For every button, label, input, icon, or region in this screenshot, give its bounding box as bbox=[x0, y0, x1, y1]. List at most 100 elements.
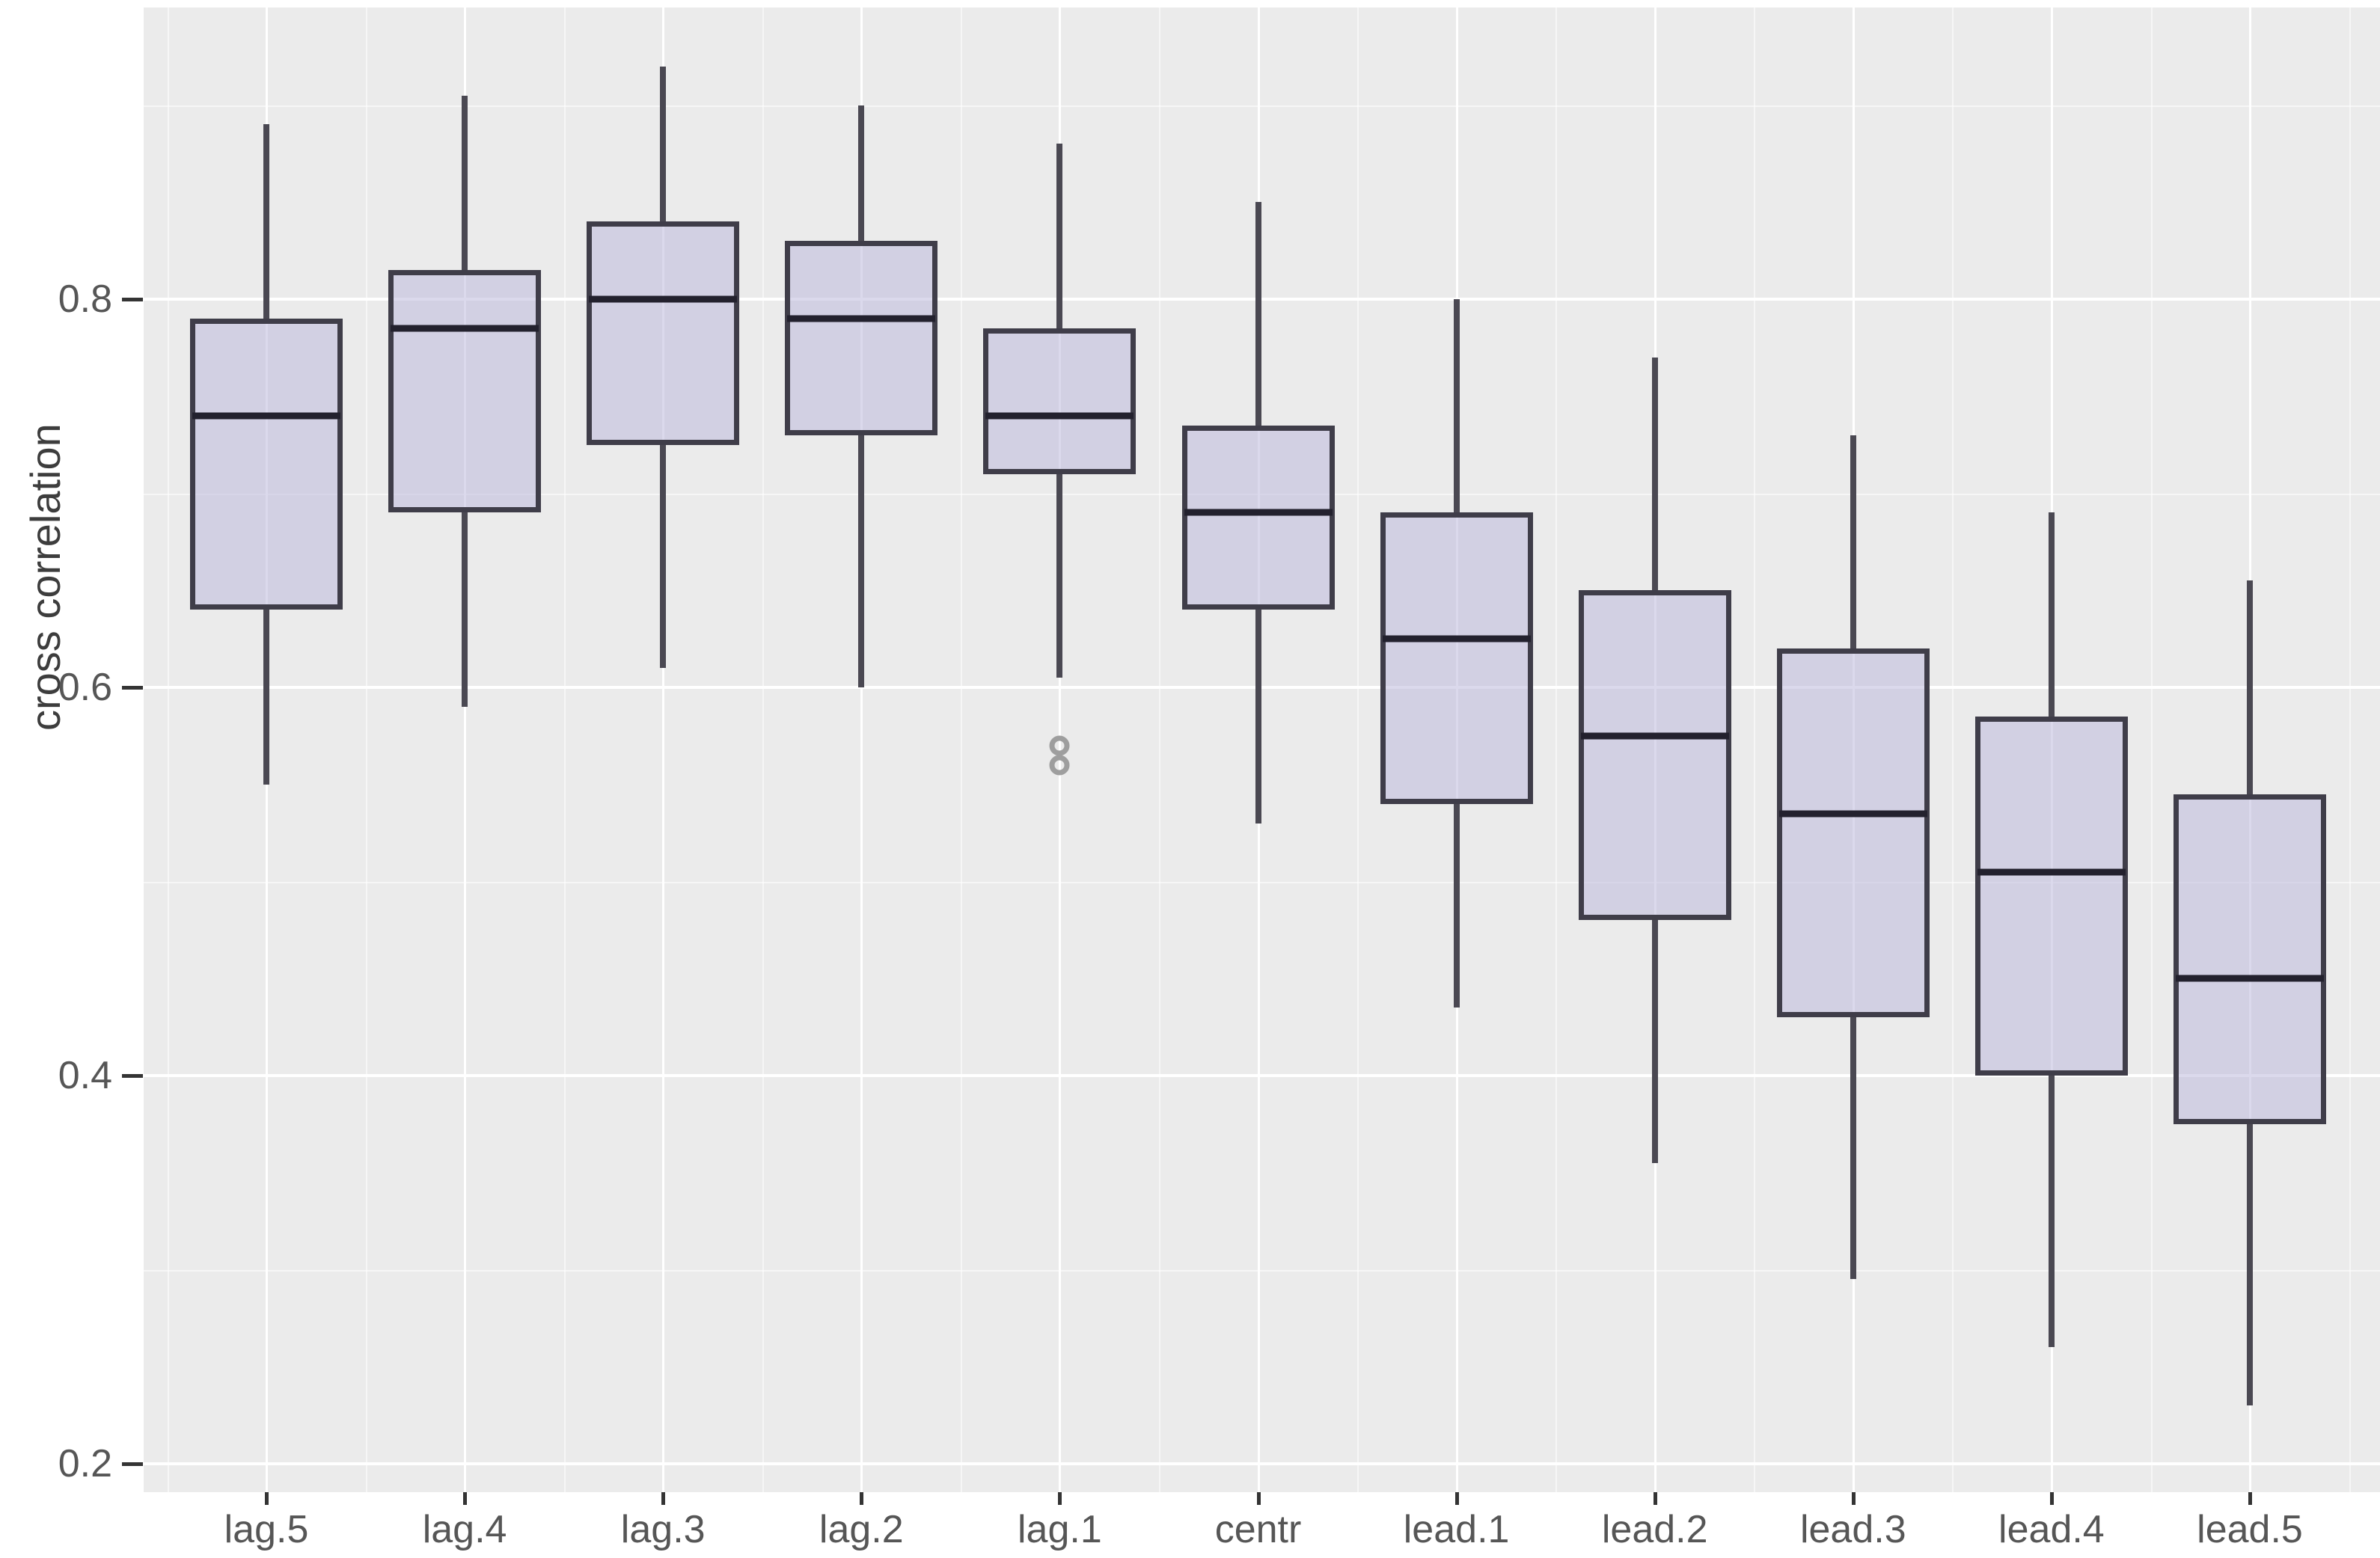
grid-minor-v bbox=[1754, 7, 1756, 1492]
iqr-box bbox=[587, 221, 740, 445]
x-tick-label-lag.4: lag.4 bbox=[422, 1508, 507, 1551]
y-tick-label: 0.8 bbox=[58, 277, 112, 321]
lower-whisker bbox=[858, 435, 865, 687]
median-line bbox=[1778, 810, 1927, 818]
lower-whisker bbox=[1850, 1017, 1856, 1280]
x-tick-label-lag.2: lag.2 bbox=[819, 1508, 904, 1551]
upper-whisker bbox=[1453, 299, 1460, 513]
y-tick-label: 0.2 bbox=[58, 1442, 112, 1485]
lower-whisker bbox=[462, 512, 468, 707]
grid-major-v bbox=[662, 7, 665, 1492]
iqr-box bbox=[2173, 794, 2326, 1124]
grid-minor-v bbox=[762, 7, 764, 1492]
x-tick-label-lag.5: lag.5 bbox=[224, 1508, 309, 1551]
x-tick-mark bbox=[1256, 1492, 1261, 1505]
x-tick-mark bbox=[1058, 1492, 1062, 1505]
grid-minor-h bbox=[144, 1269, 2380, 1272]
grid-major-h bbox=[144, 1074, 2380, 1077]
iqr-box bbox=[388, 270, 542, 513]
outlier-point bbox=[1049, 735, 1070, 756]
upper-whisker bbox=[1651, 357, 1658, 591]
grid-minor-v bbox=[960, 7, 962, 1492]
y-tick-label: 0.6 bbox=[58, 666, 112, 709]
lower-whisker bbox=[1255, 610, 1261, 824]
grid-minor-h bbox=[144, 105, 2380, 107]
x-tick-mark bbox=[2248, 1492, 2252, 1505]
grid-major-h bbox=[144, 298, 2380, 301]
x-tick-label-lead.1: lead.1 bbox=[1403, 1508, 1510, 1551]
x-tick-mark bbox=[1851, 1492, 1856, 1505]
iqr-box bbox=[785, 241, 938, 435]
lower-whisker bbox=[1056, 473, 1063, 678]
upper-whisker bbox=[1056, 144, 1063, 328]
y-tick-mark bbox=[122, 686, 143, 690]
lower-whisker bbox=[660, 444, 667, 669]
lower-whisker bbox=[2247, 1123, 2253, 1406]
x-tick-label-lead.2: lead.2 bbox=[1601, 1508, 1708, 1551]
grid-minor-v bbox=[2349, 7, 2351, 1492]
x-tick-label-centr: centr bbox=[1214, 1508, 1302, 1551]
median-line bbox=[2176, 975, 2324, 982]
upper-whisker bbox=[660, 66, 667, 222]
x-tick-mark bbox=[265, 1492, 269, 1505]
outlier-point bbox=[1049, 755, 1070, 776]
x-tick-label-lag.1: lag.1 bbox=[1018, 1508, 1102, 1551]
grid-major-h bbox=[144, 1462, 2380, 1465]
iqr-box bbox=[1380, 512, 1533, 804]
grid-minor-v bbox=[1555, 7, 1558, 1492]
upper-whisker bbox=[1255, 202, 1261, 426]
x-tick-mark bbox=[1454, 1492, 1459, 1505]
upper-whisker bbox=[858, 105, 865, 242]
x-tick-label-lead.3: lead.3 bbox=[1799, 1508, 1906, 1551]
grid-minor-v bbox=[1357, 7, 1359, 1492]
upper-whisker bbox=[2247, 580, 2253, 794]
iqr-box bbox=[1974, 716, 2128, 1076]
lower-whisker bbox=[263, 610, 269, 785]
grid-minor-v bbox=[1952, 7, 1954, 1492]
grid-major-v bbox=[464, 7, 467, 1492]
x-tick-label-lead.5: lead.5 bbox=[2197, 1508, 2303, 1551]
upper-whisker bbox=[1850, 435, 1856, 649]
iqr-box bbox=[1181, 425, 1335, 610]
grid-minor-v bbox=[2150, 7, 2153, 1492]
median-line bbox=[1977, 868, 2126, 876]
iqr-box bbox=[190, 318, 343, 610]
grid-minor-v bbox=[1159, 7, 1160, 1492]
lower-whisker bbox=[2048, 1076, 2055, 1348]
upper-whisker bbox=[2048, 512, 2055, 717]
lower-whisker bbox=[1651, 920, 1658, 1163]
grid-major-v bbox=[860, 7, 863, 1492]
y-tick-mark bbox=[122, 1074, 143, 1078]
x-tick-mark bbox=[860, 1492, 864, 1505]
grid-minor-v bbox=[365, 7, 367, 1492]
median-line bbox=[589, 295, 738, 303]
upper-whisker bbox=[462, 95, 468, 271]
median-line bbox=[1184, 509, 1333, 516]
iqr-box bbox=[1776, 648, 1930, 1018]
x-tick-mark bbox=[2049, 1492, 2054, 1505]
grid-minor-h bbox=[144, 881, 2380, 883]
y-tick-mark bbox=[122, 298, 143, 301]
y-tick-mark bbox=[122, 1462, 143, 1466]
x-tick-mark bbox=[463, 1492, 468, 1505]
plot-panel bbox=[144, 7, 2380, 1492]
iqr-box bbox=[983, 328, 1137, 474]
grid-major-h bbox=[144, 686, 2380, 689]
median-line bbox=[391, 325, 539, 332]
median-line bbox=[787, 315, 936, 322]
median-line bbox=[1580, 732, 1729, 740]
x-tick-label-lag.3: lag.3 bbox=[620, 1508, 706, 1551]
upper-whisker bbox=[263, 124, 269, 319]
median-line bbox=[985, 412, 1134, 420]
median-line bbox=[1382, 635, 1531, 642]
grid-minor-v bbox=[167, 7, 169, 1492]
median-line bbox=[192, 412, 340, 420]
y-tick-label: 0.4 bbox=[58, 1054, 112, 1097]
x-tick-label-lead.4: lead.4 bbox=[1998, 1508, 2105, 1551]
x-tick-mark bbox=[1653, 1492, 1657, 1505]
lower-whisker bbox=[1453, 803, 1460, 1008]
x-tick-mark bbox=[661, 1492, 666, 1505]
iqr-box bbox=[1578, 590, 1731, 921]
grid-minor-v bbox=[563, 7, 566, 1492]
